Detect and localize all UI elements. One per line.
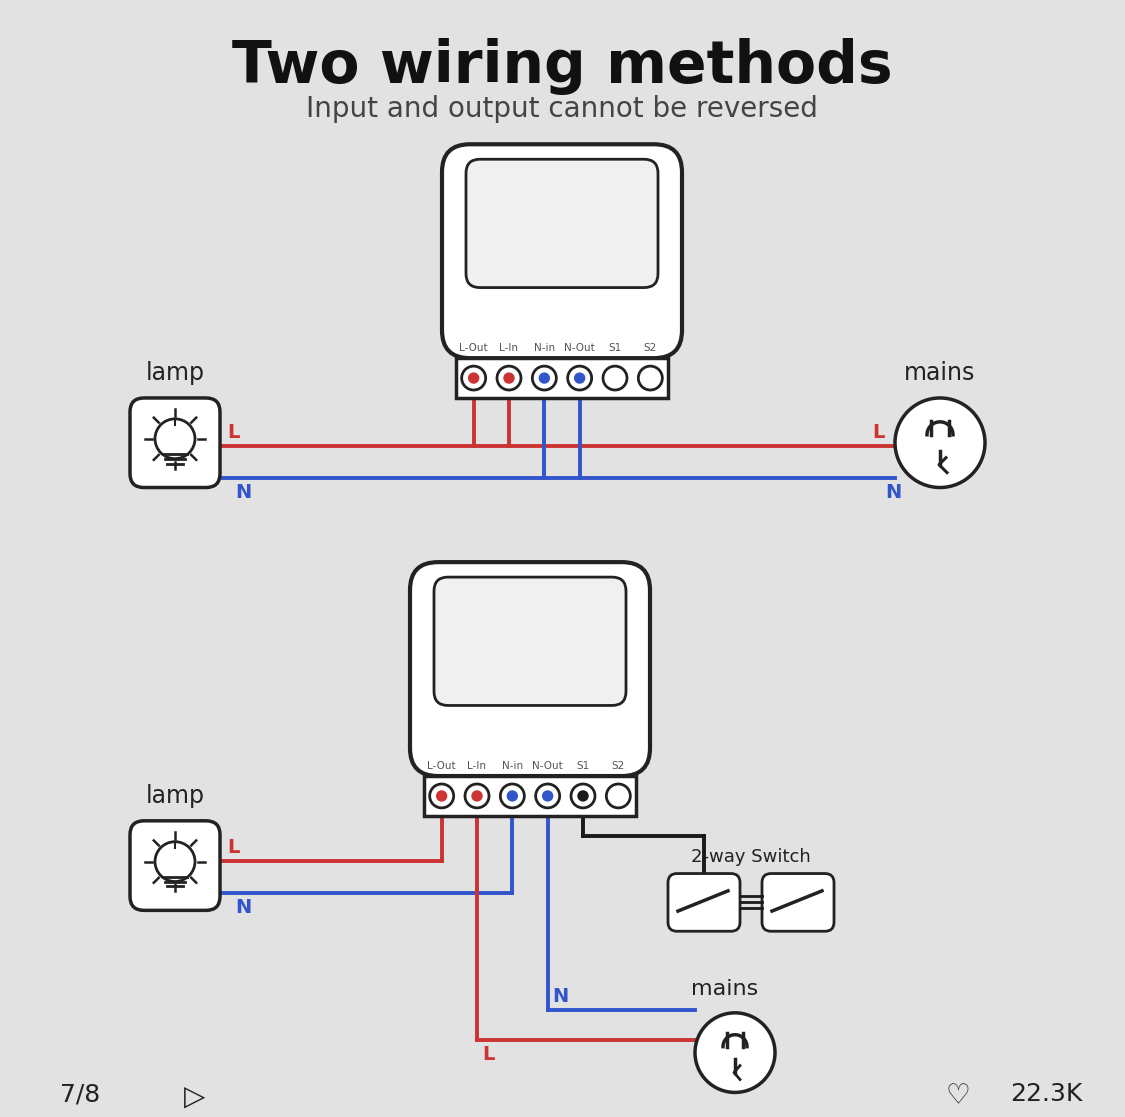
Circle shape [155, 842, 195, 881]
Circle shape [461, 366, 486, 390]
Text: mains: mains [692, 978, 758, 999]
Circle shape [695, 1013, 775, 1092]
Circle shape [532, 366, 557, 390]
Text: S1: S1 [609, 343, 622, 353]
FancyBboxPatch shape [130, 821, 220, 910]
Circle shape [572, 784, 595, 808]
Text: ♡: ♡ [945, 1082, 971, 1110]
Text: S2: S2 [644, 343, 657, 353]
FancyBboxPatch shape [410, 562, 650, 776]
Circle shape [465, 784, 489, 808]
Text: S1: S1 [576, 761, 590, 771]
Circle shape [507, 791, 518, 801]
Text: Two wiring methods: Two wiring methods [232, 38, 892, 95]
Text: L: L [227, 422, 240, 441]
Text: L: L [227, 838, 240, 857]
Text: N: N [235, 483, 251, 502]
Text: L: L [482, 1044, 494, 1063]
FancyBboxPatch shape [442, 144, 682, 359]
Text: 7/8: 7/8 [60, 1082, 100, 1107]
Text: ▷: ▷ [184, 1082, 206, 1110]
Circle shape [896, 398, 986, 487]
Text: N: N [552, 986, 569, 1006]
Circle shape [155, 419, 195, 459]
Bar [456, 359, 668, 398]
Text: N-Out: N-Out [532, 761, 562, 771]
Text: 2-way Switch: 2-way Switch [691, 848, 811, 866]
Text: lamp: lamp [145, 361, 205, 385]
Text: L: L [872, 422, 884, 441]
Text: N: N [885, 483, 901, 502]
Circle shape [606, 784, 630, 808]
Text: L-In: L-In [468, 761, 486, 771]
Text: L-Out: L-Out [459, 343, 488, 353]
Circle shape [603, 366, 627, 390]
Text: N-Out: N-Out [565, 343, 595, 353]
Circle shape [469, 373, 478, 383]
Circle shape [539, 373, 549, 383]
Text: lamp: lamp [145, 784, 205, 808]
Text: Input and output cannot be reversed: Input and output cannot be reversed [306, 95, 818, 123]
FancyBboxPatch shape [668, 873, 740, 932]
FancyBboxPatch shape [130, 398, 220, 487]
Text: N-in: N-in [533, 343, 555, 353]
Text: 22.3K: 22.3K [1010, 1082, 1082, 1107]
FancyBboxPatch shape [434, 577, 626, 706]
Circle shape [497, 366, 521, 390]
Circle shape [575, 373, 585, 383]
Text: N-in: N-in [502, 761, 523, 771]
Text: S2: S2 [612, 761, 626, 771]
Text: N: N [235, 898, 251, 917]
FancyBboxPatch shape [762, 873, 834, 932]
Circle shape [504, 373, 514, 383]
Circle shape [436, 791, 447, 801]
Text: L-In: L-In [500, 343, 519, 353]
Circle shape [638, 366, 663, 390]
Circle shape [472, 791, 482, 801]
Circle shape [578, 791, 588, 801]
Text: L-Out: L-Out [428, 761, 456, 771]
Circle shape [501, 784, 524, 808]
Bar [424, 776, 636, 815]
Circle shape [542, 791, 552, 801]
FancyBboxPatch shape [466, 160, 658, 287]
Text: mains: mains [904, 361, 975, 385]
Circle shape [430, 784, 453, 808]
Circle shape [536, 784, 559, 808]
Circle shape [568, 366, 592, 390]
